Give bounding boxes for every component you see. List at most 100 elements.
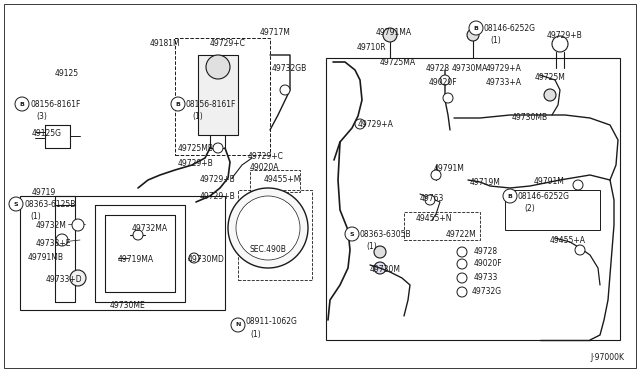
Text: 49733+E: 49733+E bbox=[36, 240, 72, 248]
Text: 49455+A: 49455+A bbox=[550, 235, 586, 244]
Text: 49125: 49125 bbox=[55, 68, 79, 77]
Circle shape bbox=[383, 28, 397, 42]
Circle shape bbox=[133, 230, 143, 240]
Text: 49733+A: 49733+A bbox=[486, 77, 522, 87]
Circle shape bbox=[206, 55, 230, 79]
Text: 49791M: 49791M bbox=[434, 164, 465, 173]
Circle shape bbox=[431, 170, 441, 180]
Circle shape bbox=[503, 189, 517, 203]
Text: 49730M: 49730M bbox=[370, 266, 401, 275]
Circle shape bbox=[70, 270, 86, 286]
Text: 49730ME: 49730ME bbox=[110, 301, 146, 310]
Circle shape bbox=[425, 195, 435, 205]
Circle shape bbox=[236, 196, 300, 260]
Text: 49791MA: 49791MA bbox=[376, 28, 412, 36]
Bar bbox=[250, 170, 300, 192]
Text: 08156-8161F: 08156-8161F bbox=[186, 99, 236, 109]
Circle shape bbox=[575, 245, 585, 255]
Circle shape bbox=[552, 36, 568, 52]
Text: 49719MA: 49719MA bbox=[118, 256, 154, 264]
Circle shape bbox=[56, 234, 68, 246]
Text: 49730MD: 49730MD bbox=[188, 256, 225, 264]
Text: 49729+B: 49729+B bbox=[200, 174, 236, 183]
Text: 49791MB: 49791MB bbox=[28, 253, 64, 263]
Text: 49725MB: 49725MB bbox=[178, 144, 214, 153]
Circle shape bbox=[171, 97, 185, 111]
Circle shape bbox=[573, 180, 583, 190]
Text: 49181M: 49181M bbox=[150, 38, 180, 48]
Text: B: B bbox=[508, 193, 513, 199]
Text: SEC.490B: SEC.490B bbox=[250, 246, 287, 254]
Text: 49725MA: 49725MA bbox=[380, 58, 416, 67]
Text: (1): (1) bbox=[366, 241, 377, 250]
Text: 49729+A: 49729+A bbox=[358, 119, 394, 128]
Text: (1): (1) bbox=[192, 112, 203, 121]
Text: 49020F: 49020F bbox=[429, 77, 458, 87]
Text: 49729+B: 49729+B bbox=[178, 158, 214, 167]
Text: 08363-6305B: 08363-6305B bbox=[360, 230, 412, 238]
Circle shape bbox=[467, 29, 479, 41]
Text: B: B bbox=[20, 102, 24, 106]
Bar bbox=[505, 190, 600, 230]
Text: S: S bbox=[13, 202, 19, 206]
Text: (1): (1) bbox=[30, 212, 41, 221]
Circle shape bbox=[374, 262, 386, 274]
Text: 49732G: 49732G bbox=[472, 288, 502, 296]
Text: (2): (2) bbox=[524, 203, 535, 212]
Text: S: S bbox=[349, 231, 355, 237]
Text: B: B bbox=[474, 26, 479, 31]
Circle shape bbox=[9, 197, 23, 211]
Circle shape bbox=[457, 273, 467, 283]
Text: 49717M: 49717M bbox=[260, 28, 291, 36]
Text: (1): (1) bbox=[250, 330, 260, 339]
Text: N: N bbox=[236, 323, 241, 327]
Text: 49722M: 49722M bbox=[446, 230, 477, 238]
Text: (1): (1) bbox=[490, 35, 500, 45]
Text: 49710R: 49710R bbox=[357, 42, 387, 51]
Text: 49020A: 49020A bbox=[250, 163, 280, 171]
Text: 49732M: 49732M bbox=[36, 221, 67, 230]
Text: 08146-6252G: 08146-6252G bbox=[518, 192, 570, 201]
Circle shape bbox=[443, 93, 453, 103]
Circle shape bbox=[280, 85, 290, 95]
Bar bbox=[20, 196, 225, 310]
Bar bbox=[175, 38, 270, 155]
Text: 08911-1062G: 08911-1062G bbox=[245, 317, 297, 327]
Text: 49730MB: 49730MB bbox=[512, 112, 548, 122]
Text: (3): (3) bbox=[36, 112, 47, 121]
Circle shape bbox=[440, 75, 450, 85]
Text: 49020F: 49020F bbox=[474, 260, 502, 269]
Text: 49719M: 49719M bbox=[470, 177, 501, 186]
Text: 49725M: 49725M bbox=[535, 73, 566, 81]
Bar bbox=[326, 58, 620, 340]
Bar bbox=[238, 190, 312, 280]
Text: 49729+B: 49729+B bbox=[200, 192, 236, 201]
Text: 49729+C: 49729+C bbox=[248, 151, 284, 160]
Bar bbox=[404, 212, 480, 240]
Circle shape bbox=[457, 287, 467, 297]
Text: 08146-6252G: 08146-6252G bbox=[484, 23, 536, 32]
Circle shape bbox=[15, 97, 29, 111]
Text: 49733: 49733 bbox=[474, 273, 499, 282]
Circle shape bbox=[457, 247, 467, 257]
Text: 49732MA: 49732MA bbox=[132, 224, 168, 232]
Text: 49763: 49763 bbox=[420, 193, 444, 202]
Text: 49729+B: 49729+B bbox=[547, 31, 583, 39]
Circle shape bbox=[374, 246, 386, 258]
Text: 49125G: 49125G bbox=[32, 128, 62, 138]
Text: 49455+M: 49455+M bbox=[264, 174, 301, 183]
Circle shape bbox=[228, 188, 308, 268]
Text: 49728: 49728 bbox=[474, 247, 498, 257]
Circle shape bbox=[457, 259, 467, 269]
Circle shape bbox=[189, 253, 199, 263]
Text: 49791M: 49791M bbox=[534, 176, 565, 186]
Text: B: B bbox=[175, 102, 180, 106]
Circle shape bbox=[355, 119, 365, 129]
Circle shape bbox=[544, 89, 556, 101]
Text: 08156-8161F: 08156-8161F bbox=[30, 99, 81, 109]
Text: 49730MA: 49730MA bbox=[452, 64, 488, 73]
Circle shape bbox=[469, 21, 483, 35]
Circle shape bbox=[345, 227, 359, 241]
Text: 49728: 49728 bbox=[426, 64, 450, 73]
Circle shape bbox=[231, 318, 245, 332]
